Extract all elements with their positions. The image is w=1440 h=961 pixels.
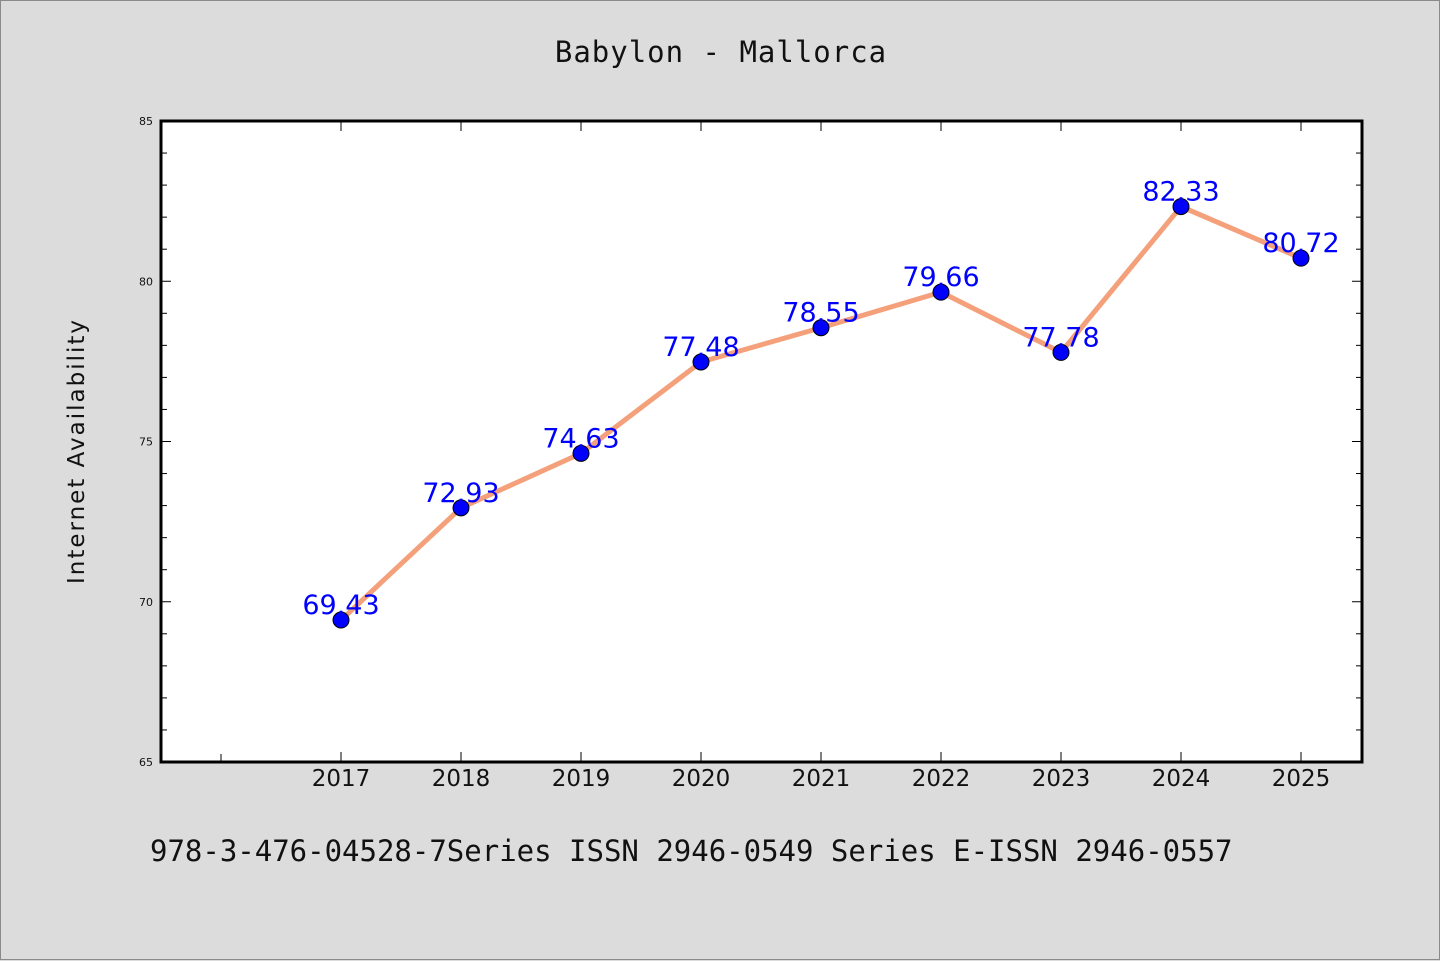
x-tick-label: 2018 [432, 766, 491, 792]
footer-text: 978-3-476-04528-7Series ISSN 2946-0549 S… [150, 834, 1233, 868]
y-tick-label: 85 [139, 115, 153, 128]
data-point [932, 283, 950, 301]
x-tick-label: 2022 [912, 766, 971, 792]
x-tick-label: 2025 [1272, 766, 1331, 792]
y-tick-label: 65 [139, 756, 153, 769]
data-point [812, 319, 830, 337]
y-axis: 65 70 75 80 85 [139, 115, 1362, 769]
data-label: 80.72 [1262, 228, 1339, 259]
data-label: 77.78 [1022, 322, 1099, 353]
x-tick-label: 2024 [1152, 766, 1211, 792]
y-tick-label: 75 [139, 436, 153, 449]
x-tick-label: 2019 [552, 766, 611, 792]
data-point [1172, 198, 1190, 216]
data-label: 77.48 [662, 332, 739, 363]
data-label: 72.93 [422, 478, 499, 509]
data-point [1052, 343, 1070, 361]
x-tick-label: 2021 [792, 766, 851, 792]
data-point [332, 611, 350, 629]
data-label: 82.33 [1142, 177, 1219, 208]
data-label: 78.55 [782, 298, 859, 329]
plot-background [159, 119, 1364, 764]
data-point [452, 499, 470, 517]
series-group: 69.43 72.93 74.63 77.48 78.55 79.66 77.78 82.33… [302, 177, 1340, 629]
y-tick-label: 70 [139, 596, 153, 609]
x-tick-label: 2020 [672, 766, 731, 792]
data-point [692, 353, 710, 371]
data-label: 79.66 [902, 262, 979, 293]
y-tick-label: 80 [139, 275, 153, 288]
data-point [572, 444, 590, 462]
x-tick-label: 2023 [1032, 766, 1091, 792]
x-tick-label: 2017 [312, 766, 371, 792]
x-axis: 2017 2018 2019 2020 2021 2022 2023 2024 2025 [220, 121, 1331, 792]
chart-title: Babylon - Mallorca [554, 35, 888, 69]
data-point [1292, 249, 1310, 267]
data-label: 69.43 [302, 590, 379, 621]
data-label: 74.63 [542, 423, 619, 454]
